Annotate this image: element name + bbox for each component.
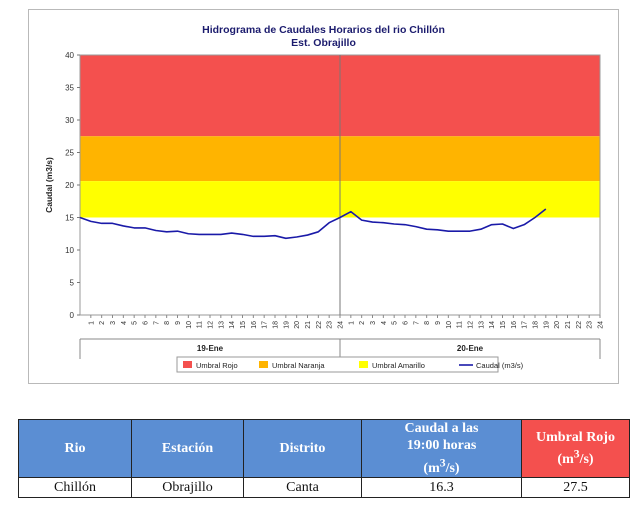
y-tick-label: 20 (65, 181, 74, 190)
x-tick-label: 16 (251, 321, 258, 329)
y-axis-label: Caudal (m3/s) (44, 157, 54, 213)
x-tick-label: 3 (110, 321, 117, 325)
table-row: Chillón Obrajillo Canta 16.3 27.5 (18, 477, 630, 498)
x-tick-label: 17 (262, 321, 269, 329)
y-tick-label: 40 (65, 51, 74, 60)
legend-swatch (359, 361, 368, 368)
header-umbral-text: Umbral Rojo (m3/s) (536, 429, 615, 468)
header-rio: Rio (18, 419, 132, 478)
x-tick-label: 4 (381, 321, 388, 325)
day-label: 20-Ene (457, 344, 484, 353)
legend-box (176, 356, 499, 373)
x-tick-label: 7 (153, 321, 160, 325)
x-tick-label: 13 (478, 321, 485, 329)
x-tick-label: 15 (240, 321, 247, 329)
legend-item: Umbral Naranja (272, 361, 325, 370)
chart-title: Hidrograma de Caudales Horarios del rio … (202, 24, 445, 36)
station-table: Rio Estación Distrito Caudal a las 19:00 … (18, 419, 630, 498)
x-tick-label: 5 (132, 321, 139, 325)
y-tick-label: 35 (65, 84, 74, 93)
y-tick-label: 25 (65, 149, 74, 158)
x-tick-label: 4 (121, 321, 128, 325)
x-tick-label: 21 (305, 321, 312, 329)
x-tick-label: 17 (522, 321, 529, 329)
y-tick-label: 10 (65, 246, 74, 255)
x-tick-label: 18 (533, 321, 540, 329)
x-tick-label: 23 (587, 321, 594, 329)
legend-swatch (183, 361, 192, 368)
x-tick-label: 12 (468, 321, 475, 329)
legend-item: Umbral Amarillo (372, 361, 425, 370)
x-tick-label: 2 (359, 321, 366, 325)
x-tick-label: 22 (316, 321, 323, 329)
x-tick-label: 12 (208, 321, 215, 329)
x-tick-label: 15 (500, 321, 507, 329)
legend-swatch (259, 361, 268, 368)
cell-rio: Chillón (18, 477, 132, 498)
y-tick-label: 30 (65, 116, 74, 125)
x-tick-label: 16 (511, 321, 518, 329)
x-tick-label: 9 (435, 321, 442, 325)
x-tick-label: 20 (294, 321, 301, 329)
x-tick-label: 9 (175, 321, 182, 325)
x-tick-label: 24 (338, 321, 345, 329)
x-tick-label: 14 (489, 321, 496, 329)
table-header-row: Rio Estación Distrito Caudal a las 19:00 … (18, 419, 630, 478)
x-tick-label: 21 (565, 321, 572, 329)
x-tick-label: 5 (392, 321, 399, 325)
header-estacion: Estación (131, 419, 244, 478)
legend-item: Umbral Rojo (196, 361, 238, 370)
series-line-caudal (79, 208, 547, 240)
day-label: 19-Ene (197, 344, 224, 353)
x-tick-label: 2 (99, 321, 106, 325)
x-tick-label: 14 (229, 321, 236, 329)
x-tick-label: 18 (273, 321, 280, 329)
x-tick-label: 10 (186, 321, 193, 329)
x-tick-label: 6 (403, 321, 410, 325)
chart-panel: Hidrograma de Caudales Horarios del rio … (28, 9, 619, 384)
x-tick-label: 19 (283, 321, 290, 329)
header-caudal-text: Caudal a las 19:00 horas (m3/s) (404, 421, 479, 476)
cell-caudal: 16.3 (361, 477, 522, 498)
x-tick-label: 6 (143, 321, 150, 325)
x-tick-label: 24 (598, 321, 605, 329)
y-tick-label: 15 (65, 214, 74, 223)
cell-umbral: 27.5 (521, 477, 630, 498)
x-tick-label: 11 (457, 321, 464, 328)
cell-estacion: Obrajillo (131, 477, 244, 498)
header-distrito: Distrito (243, 419, 362, 478)
x-tick-label: 1 (348, 321, 355, 325)
x-tick-label: 11 (197, 321, 204, 328)
x-tick-label: 22 (576, 321, 583, 329)
x-tick-label: 20 (554, 321, 561, 329)
header-umbral-rojo: Umbral Rojo (m3/s) (521, 419, 630, 478)
legend-item: Caudal (m3/s) (476, 361, 524, 370)
y-tick-label: 0 (70, 311, 75, 320)
x-tick-label: 19 (543, 321, 550, 329)
x-tick-label: 10 (446, 321, 453, 329)
y-tick-label: 5 (70, 279, 75, 288)
x-tick-label: 23 (327, 321, 334, 329)
x-tick-label: 8 (424, 321, 431, 325)
header-caudal: Caudal a las 19:00 horas (m3/s) (361, 419, 522, 478)
x-tick-label: 7 (413, 321, 420, 325)
chart-subtitle: Est. Obrajillo (291, 37, 356, 49)
x-tick-label: 3 (370, 321, 377, 325)
x-tick-label: 1 (88, 321, 95, 325)
x-tick-label: 13 (218, 321, 225, 329)
x-tick-label: 8 (164, 321, 171, 325)
cell-distrito: Canta (243, 477, 362, 498)
